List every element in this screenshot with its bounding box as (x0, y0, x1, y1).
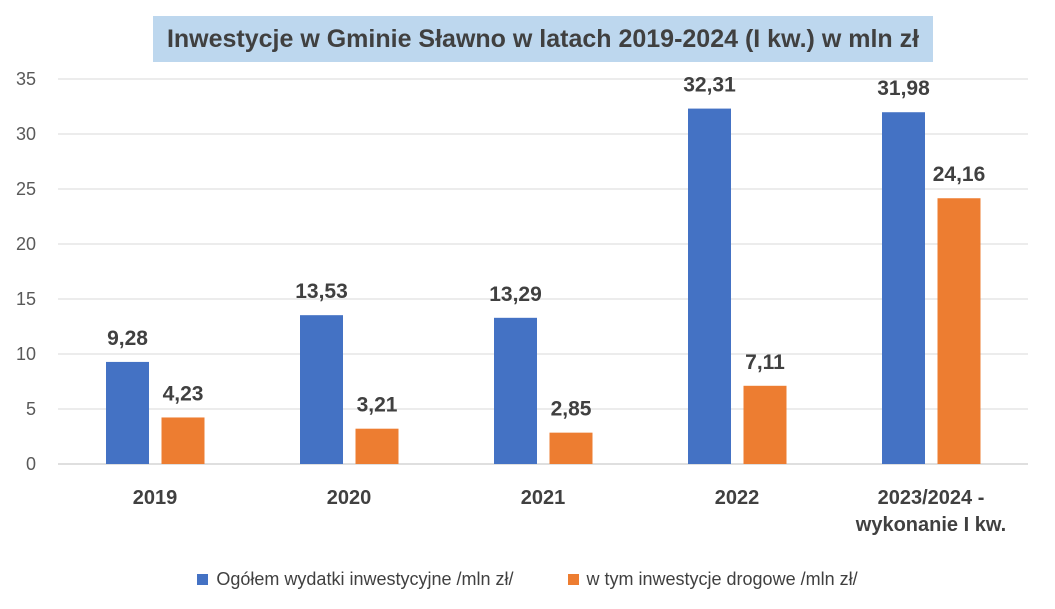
bar-total (300, 315, 343, 464)
y-tick-label: 10 (16, 344, 36, 364)
bar-total (688, 108, 731, 464)
legend-item-total: Ogółem wydatki inwestycyjne /mln zł/ (197, 568, 514, 590)
legend: Ogółem wydatki inwestycyjne /mln zł/ w t… (0, 566, 1055, 592)
data-label-total: 31,98 (877, 77, 930, 100)
x-tick-label: 2023/2024 - (878, 487, 985, 509)
bar-total (106, 361, 149, 464)
data-label-roads: 24,16 (933, 163, 986, 186)
data-label-roads: 7,11 (745, 351, 785, 374)
legend-swatch-roads (567, 573, 579, 585)
x-tick-label: 2022 (715, 487, 760, 509)
legend-item-roads: w tym inwestycje drogowe /mln zł/ (567, 568, 858, 590)
x-tick-label: 2019 (133, 487, 178, 509)
y-tick-label: 15 (16, 289, 36, 309)
legend-label-total: Ogółem wydatki inwestycyjne /mln zł/ (216, 568, 514, 589)
x-tick-label: 2021 (521, 487, 566, 509)
x-tick-label: wykonanie I kw. (855, 514, 1006, 536)
y-tick-label: 25 (16, 179, 36, 199)
data-label-total: 13,29 (489, 283, 542, 306)
y-tick-label: 30 (16, 124, 36, 144)
bar-roads (937, 198, 981, 465)
data-label-total: 13,53 (295, 280, 348, 303)
legend-label-roads: w tym inwestycje drogowe /mln zł/ (586, 568, 858, 589)
bar-roads (355, 428, 399, 464)
data-label-roads: 4,23 (163, 382, 204, 405)
data-label-roads: 2,85 (551, 398, 592, 421)
y-tick-label: 5 (26, 399, 36, 419)
data-label-total: 9,28 (107, 327, 148, 350)
chart-title-box: Inwestycje w Gminie Sławno w latach 2019… (153, 16, 933, 62)
bar-roads (549, 432, 593, 464)
y-tick-label: 20 (16, 234, 36, 254)
chart-title: Inwestycje w Gminie Sławno w latach 2019… (166, 24, 920, 53)
bar-roads (743, 385, 787, 464)
data-label-roads: 3,21 (357, 394, 398, 417)
legend-swatch-total (197, 573, 209, 585)
y-tick-label: 35 (16, 69, 36, 89)
y-tick-label: 0 (26, 454, 36, 474)
x-tick-label: 2020 (327, 487, 372, 509)
bar-total (882, 112, 925, 464)
bar-total (494, 317, 537, 464)
bar-roads (161, 417, 205, 464)
data-label-total: 32,31 (683, 74, 736, 97)
